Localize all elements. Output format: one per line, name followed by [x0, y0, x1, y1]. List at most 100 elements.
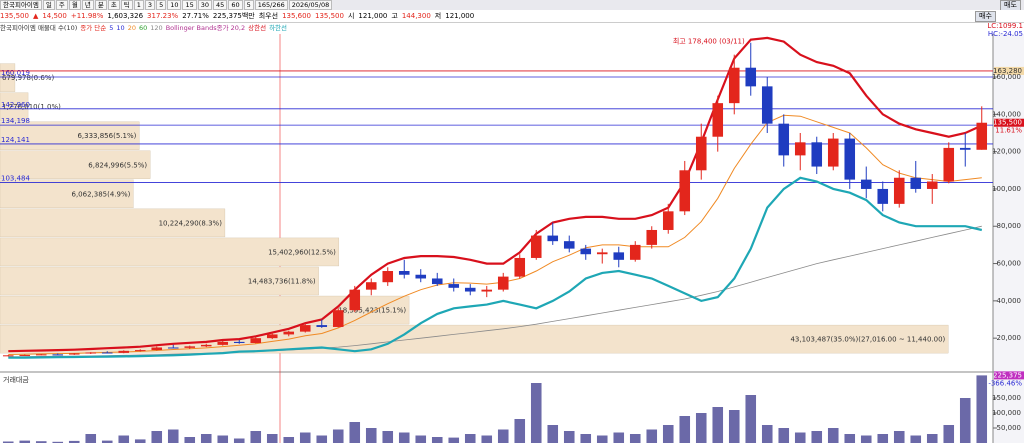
volume-bar [794, 432, 806, 443]
candle-body [2, 355, 14, 357]
volume-bar [712, 407, 724, 443]
quote-row: 135,500 ▲ 14,500 +11.98% 1,603,326 317.23% 27.… [0, 10, 1024, 23]
candle-body [695, 136, 707, 171]
volume-bar [19, 440, 31, 443]
y-tick-label: 60,000 [997, 260, 1022, 268]
volume-bar [266, 434, 278, 443]
volume-bar [464, 434, 476, 443]
volume-bar [250, 431, 262, 443]
volume-bar [613, 432, 625, 443]
volume-bar [68, 440, 80, 443]
y-tick-label: 120,000 [992, 148, 1021, 156]
ask: 135,600 [282, 12, 312, 20]
open: 121,000 [358, 12, 388, 20]
candle-body [464, 287, 476, 292]
volume-bar [382, 431, 394, 443]
volume-bar [151, 431, 163, 443]
low-label: 저 [434, 12, 442, 20]
turnover: 27.71% [182, 12, 209, 20]
y-tick-label: 100,000 [992, 185, 1021, 193]
toolbar-button[interactable]: 월 [68, 0, 81, 10]
last-volume-change: -366.46% [988, 379, 1022, 387]
indicator-line [8, 36, 983, 353]
volume-bar [316, 435, 328, 443]
bid: 135,500 [315, 12, 344, 20]
profile-label: 15,402,960(12.5%) [268, 248, 336, 256]
toolbar-button[interactable]: 30 [197, 0, 213, 10]
best-label: 최우선 [258, 12, 279, 20]
volume-bar [481, 435, 493, 443]
candle-body [959, 147, 971, 150]
volume-bar [35, 441, 47, 443]
candle-body [35, 354, 47, 356]
toolbar-button[interactable]: 165/266 [254, 0, 288, 10]
toolbar-button[interactable]: 분 [94, 0, 107, 10]
volume-bar [52, 441, 64, 443]
buy-button[interactable]: 매수 [975, 11, 996, 22]
toolbar-button[interactable]: 초 [107, 0, 120, 10]
candle-body [184, 346, 196, 348]
volume-bar [580, 434, 592, 443]
profile-bar [0, 92, 29, 121]
profile-bar [0, 121, 140, 150]
indicator-line [8, 176, 983, 359]
profile-bar [0, 208, 226, 238]
toolbar-button[interactable]: 5 [156, 0, 167, 10]
volume-bar [827, 428, 839, 443]
y-tick-label: 100,000 [992, 409, 1021, 417]
toolbar-button[interactable]: 2026/05/08 [288, 0, 333, 10]
toolbar-button[interactable]: 일 [42, 0, 55, 10]
toolbar-button[interactable]: 15 [182, 0, 197, 10]
volume-bar [299, 432, 311, 443]
candle-body [497, 276, 509, 290]
candle-body [481, 289, 493, 292]
candle-body [365, 282, 377, 290]
volume-bar [497, 429, 509, 443]
profile-label: 10,224,290(8.3%) [159, 219, 223, 227]
candle-body [250, 338, 262, 344]
toolbar-button[interactable]: 1 [133, 0, 144, 10]
profile-label: 1,276,010(1.0%) [2, 103, 61, 111]
candle-body [85, 352, 97, 354]
open-label: 시 [347, 12, 355, 20]
candle-body [893, 177, 905, 204]
corner-label: LC:1099.1 [987, 22, 1023, 30]
price: 135,500 [0, 12, 29, 20]
candle-body [679, 170, 691, 212]
volume-bar [811, 431, 823, 443]
candle-body [745, 67, 757, 87]
volume-bar [745, 395, 757, 443]
candle-body [134, 350, 146, 352]
volume-bar [365, 428, 377, 443]
candle-body [118, 350, 130, 353]
toolbar-button[interactable]: 틱 [120, 0, 133, 10]
toolbar-button[interactable]: 주 [55, 0, 68, 10]
toolbar-button[interactable]: 한국피아이엠 [0, 0, 42, 10]
toolbar-button[interactable]: 3 [144, 0, 156, 10]
toolbar-button[interactable]: 5 [243, 0, 254, 10]
toolbar-button[interactable]: 45 [213, 0, 228, 10]
volume-bar [877, 434, 889, 443]
y-tick-label: 140,000 [992, 110, 1021, 118]
volume: 1,603,326 [107, 12, 144, 20]
candle-body [811, 142, 823, 167]
ref-label: 124,141 [1, 136, 30, 144]
y-tick-label: 160,000 [992, 73, 1021, 81]
volume-bar [2, 441, 14, 443]
indicator-line [8, 114, 982, 355]
candle-body [662, 211, 674, 230]
volume-bar [349, 422, 361, 443]
toolbar-button[interactable]: 년 [81, 0, 94, 10]
candle-body [382, 271, 394, 283]
volume-bar [596, 435, 608, 443]
last-change: 11.61% [995, 127, 1022, 135]
ref-label: 142,960 [1, 101, 30, 109]
toolbar: 한국피아이엠 일 주 월 년 분 초 틱 1 3 5 10 15 30 45 60 5 165/266 2026/0… [0, 0, 1024, 10]
toolbar-button[interactable]: 60 [228, 0, 243, 10]
candle-body [943, 147, 955, 182]
candle-body [761, 86, 773, 124]
volume-bar [926, 434, 938, 443]
volume-bar [118, 435, 130, 443]
toolbar-button[interactable]: 10 [167, 0, 182, 10]
